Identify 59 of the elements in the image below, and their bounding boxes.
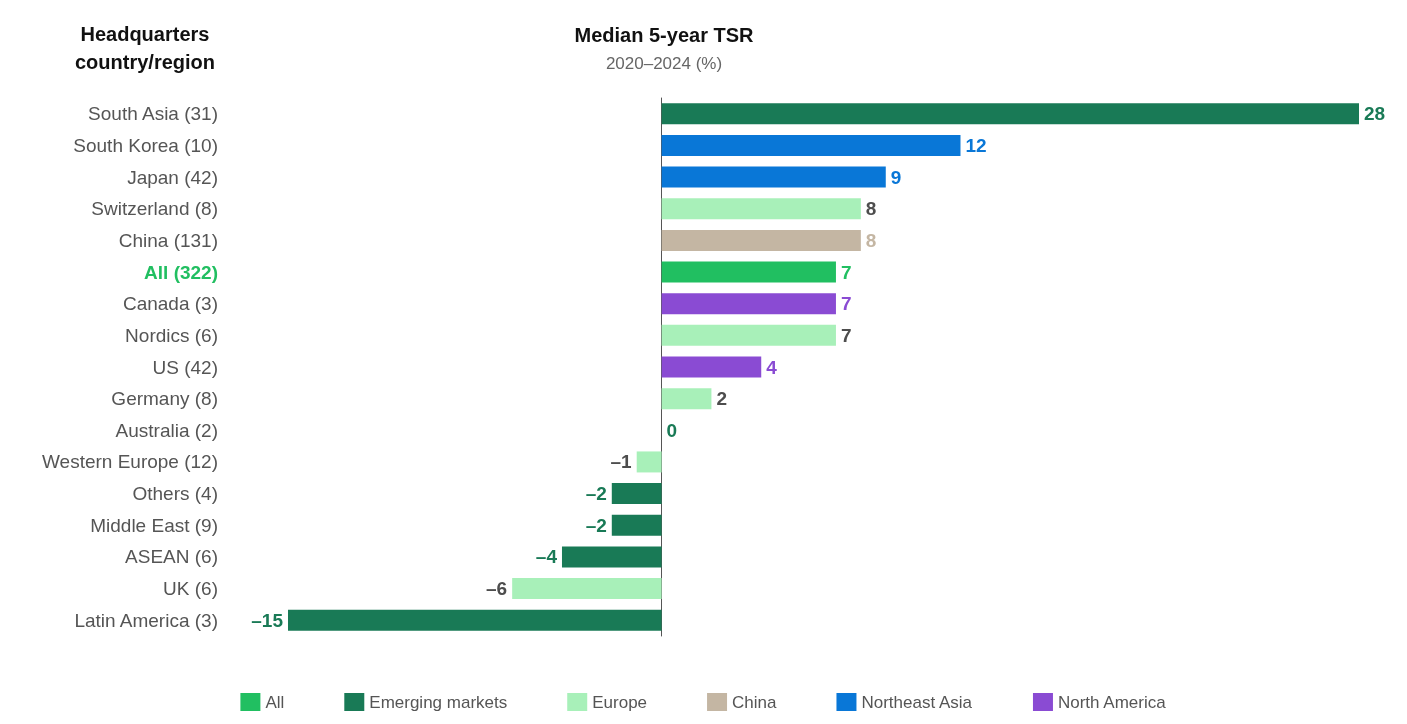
bar — [661, 388, 712, 410]
data-label: –2 — [585, 483, 607, 505]
bar — [636, 451, 662, 473]
bar — [661, 103, 1359, 125]
bar — [661, 229, 861, 251]
bar — [661, 261, 836, 283]
data-label: 7 — [840, 324, 852, 346]
data-label: 8 — [865, 229, 877, 251]
legend-label: Europe — [592, 692, 648, 712]
y-tick-label: Nordics (6) — [125, 324, 218, 346]
chart-title: Median 5-year TSR — [574, 24, 755, 46]
y-tick-label: Western Europe (12) — [41, 451, 218, 473]
y-axis-title: Headquarters country/region — [74, 23, 215, 73]
y-tick-label: South Asia (31) — [88, 103, 218, 125]
legend-label: Emerging markets — [369, 692, 508, 712]
data-label: 8 — [865, 198, 877, 220]
y-tick-label: Switzerland (8) — [91, 198, 218, 220]
data-label: 12 — [965, 134, 987, 156]
data-label: 2 — [716, 388, 727, 410]
chart-subtitle: 2020–2024 (%) — [605, 54, 723, 73]
legend-label: North America — [1057, 692, 1167, 712]
y-tick-label: Middle East (9) — [90, 514, 218, 536]
data-label: 28 — [1364, 103, 1386, 125]
y-tick-label: US (42) — [152, 356, 218, 378]
y-tick-label: South Korea (10) — [73, 134, 218, 156]
data-label: 0 — [666, 419, 678, 441]
bar — [561, 546, 662, 568]
data-label: –6 — [486, 578, 508, 600]
legend-label: China — [732, 692, 778, 712]
bar — [661, 166, 886, 188]
y-tick-label: Others (4) — [132, 483, 218, 505]
legend-label: Northeast Asia — [861, 692, 973, 712]
bar — [661, 324, 836, 346]
data-label: 7 — [840, 293, 852, 315]
y-tick-label: ASEAN (6) — [125, 546, 218, 568]
y-tick-label: China (131) — [118, 229, 218, 251]
data-label: –4 — [535, 546, 558, 568]
y-tick-label: All (322) — [144, 261, 218, 283]
y-tick-label: UK (6) — [163, 578, 218, 600]
data-label: –2 — [585, 514, 607, 536]
y-tick-label: Japan (42) — [127, 166, 218, 188]
data-label: 7 — [840, 261, 852, 283]
y-tick-label: Latin America (3) — [74, 609, 218, 631]
data-label: 9 — [890, 166, 902, 188]
bar — [661, 356, 762, 378]
bar — [611, 514, 662, 536]
bar — [512, 578, 662, 600]
bar — [288, 609, 662, 631]
y-tick-label: Germany (8) — [111, 388, 218, 410]
bar — [661, 198, 861, 220]
bar — [661, 293, 836, 315]
data-label: –15 — [251, 609, 284, 631]
legend-label: All — [265, 692, 285, 712]
data-label: –1 — [610, 451, 633, 473]
bar — [611, 483, 662, 505]
bar — [661, 134, 961, 156]
data-label: 4 — [766, 356, 778, 378]
y-tick-label: Australia (2) — [115, 419, 218, 441]
y-tick-label: Canada (3) — [122, 293, 218, 315]
